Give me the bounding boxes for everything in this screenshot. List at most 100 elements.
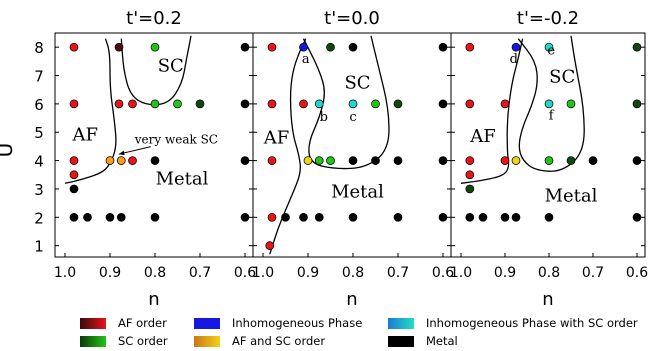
data-point-sc-dark xyxy=(632,42,642,52)
data-point-inhomogeneous xyxy=(299,42,308,52)
data-point-sc xyxy=(173,99,182,109)
legend-label: AF order xyxy=(118,316,167,330)
x-tick-label: 0.6 xyxy=(234,265,256,281)
data-point-inhomogeneous xyxy=(511,42,521,52)
annotation-arrow-head xyxy=(118,150,125,156)
y-tick-label: 2 xyxy=(34,209,44,227)
data-point-sc-dark xyxy=(566,156,576,165)
phase-region-label: AF xyxy=(72,125,99,146)
panel-title: t'=0.2 xyxy=(126,8,182,29)
data-point-metal xyxy=(314,212,324,222)
phase-boundary xyxy=(269,38,307,255)
legend-item: AF and SC order xyxy=(194,334,325,348)
panels-layer: t'=0.2 1.0 0.9 0.8 0.7 0.6 n 1 2 3 4 5 6 7 8 SC AF Metal v… xyxy=(34,8,648,310)
data-point-metal xyxy=(348,156,358,165)
legend-label: AF and SC order xyxy=(232,334,325,348)
y-tick-label: 7 xyxy=(34,68,44,86)
x-tick-label: 0.9 xyxy=(99,265,121,281)
data-point-af xyxy=(265,241,275,251)
data-point-metal xyxy=(116,212,126,222)
x-tick-label: 0.9 xyxy=(297,265,319,281)
x-tick-label: 0.7 xyxy=(582,265,604,281)
legend-swatch xyxy=(388,336,414,347)
data-point-metal xyxy=(632,212,642,222)
phase-region-label: Metal xyxy=(545,186,598,207)
data-point-metal xyxy=(632,156,642,165)
data-point-sc xyxy=(371,99,380,109)
data-point-metal xyxy=(240,212,250,222)
data-point-sc-dark xyxy=(326,42,335,52)
data-point-metal xyxy=(69,212,79,222)
data-point-af xyxy=(465,99,475,109)
data-point-metal xyxy=(240,99,250,109)
data-point-metal xyxy=(348,42,358,52)
data-point-metal xyxy=(348,212,358,222)
data-point-af xyxy=(267,212,277,222)
data-point-metal xyxy=(150,212,160,222)
data-point-af-sc xyxy=(116,156,126,165)
x-tick-label: 1.0 xyxy=(54,265,76,281)
data-point-sc xyxy=(326,156,335,165)
legend-item: AF order xyxy=(80,316,167,330)
data-point-sc xyxy=(314,156,324,165)
data-point-metal xyxy=(478,212,488,222)
legend-item: Inhomogeneous Phase with SC order xyxy=(388,316,638,330)
data-point-metal xyxy=(393,212,403,222)
data-point-metal xyxy=(588,156,598,165)
data-point-inhomogeneous-sc xyxy=(314,99,324,109)
legend-swatch xyxy=(80,336,106,347)
data-point-sc-dark xyxy=(465,184,475,194)
y-tick-label: 1 xyxy=(34,238,44,256)
data-point-af-sc-yellow xyxy=(303,156,313,165)
x-axis-label: n xyxy=(346,289,357,310)
data-point-metal xyxy=(438,156,448,165)
y-axis-label: U xyxy=(0,143,17,158)
data-point-metal xyxy=(511,212,521,222)
y-tick-label: 3 xyxy=(34,181,44,199)
y-tick-label: 5 xyxy=(34,124,44,142)
x-tick-label: 0.8 xyxy=(342,265,364,281)
point-letter-label: e xyxy=(547,43,555,58)
data-point-af xyxy=(299,99,308,109)
data-point-af xyxy=(465,170,475,180)
data-point-sc xyxy=(544,156,554,165)
panel-3: t'=-0.2 1.0 0.9 0.8 0.7 0.6 n SC AF Metal d e f xyxy=(450,8,648,310)
x-tick-label: 0.7 xyxy=(387,265,409,281)
data-point-metal xyxy=(438,42,448,52)
legend-swatch xyxy=(194,318,220,329)
panel-2: t'=0.0 1.0 0.9 0.8 0.7 0.6 n SC AF Metal a b c xyxy=(252,8,454,310)
panel-title: t'=-0.2 xyxy=(517,8,579,29)
phase-boundary xyxy=(302,35,390,170)
data-point-inhomogeneous-sc xyxy=(348,99,358,109)
panel-title: t'=0.0 xyxy=(324,8,380,29)
point-letter-label: c xyxy=(349,110,356,125)
data-point-metal xyxy=(371,156,380,165)
legend-swatch xyxy=(194,336,220,347)
y-axis-label-layer: U xyxy=(0,143,17,158)
x-tick-label: 0.7 xyxy=(189,265,211,281)
legend-label: Inhomogeneous Phase xyxy=(232,316,362,330)
data-point-af xyxy=(465,42,475,52)
data-point-sc-dark xyxy=(393,99,403,109)
data-point-metal xyxy=(500,212,510,222)
legend-swatch xyxy=(388,318,414,329)
data-point-af-dark xyxy=(114,42,124,52)
legend-item: Metal xyxy=(388,334,458,348)
data-point-metal xyxy=(438,99,448,109)
legend: AF order SC order Inhomogeneous Phase AF an… xyxy=(80,316,638,348)
data-point-metal xyxy=(544,212,554,222)
legend-label: Inhomogeneous Phase with SC order xyxy=(426,316,638,330)
y-tick-label: 4 xyxy=(34,153,44,171)
data-point-af xyxy=(267,156,277,165)
data-point-metal xyxy=(105,212,115,222)
panel-1: t'=0.2 1.0 0.9 0.8 0.7 0.6 n 1 2 3 4 5 6 7 8 SC AF Metal v… xyxy=(34,8,256,310)
data-point-af xyxy=(69,156,79,165)
data-point-af xyxy=(114,99,124,109)
data-point-metal xyxy=(69,184,79,194)
data-point-af xyxy=(500,156,510,165)
x-tick-label: 0.8 xyxy=(538,265,560,281)
x-axis-label: n xyxy=(148,289,159,310)
data-point-af xyxy=(465,156,475,165)
data-point-sc-dark xyxy=(195,99,205,109)
x-tick-label: 1.0 xyxy=(252,265,274,281)
